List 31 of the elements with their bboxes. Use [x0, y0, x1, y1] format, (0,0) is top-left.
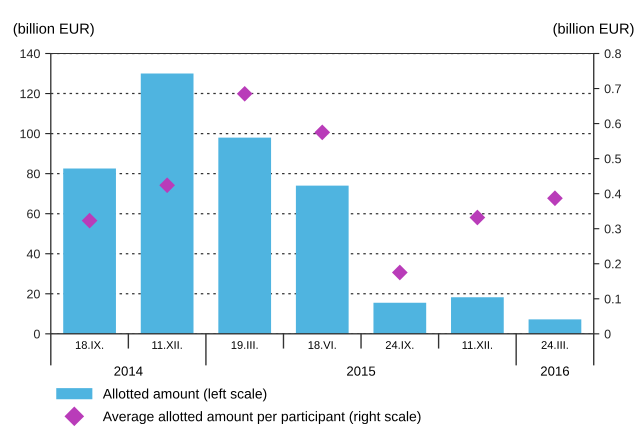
y-tick-label: 20: [27, 290, 40, 298]
y2-tick-label: 0.8: [604, 49, 621, 58]
x-tick-label: 11.XII.: [462, 341, 492, 349]
y2-tick-label: 0.1: [604, 294, 621, 304]
y-axis-title: (billion EUR): [14, 23, 94, 37]
text: 2014: [114, 366, 143, 376]
y2-tick-label: 0: [604, 330, 611, 338]
y-tick-label: 40: [26, 250, 40, 258]
text: 2015: [347, 366, 376, 376]
y2-tick-label: 0.2: [604, 260, 621, 268]
legend-label: Average allotted amount per participant (right scale): [102, 411, 421, 424]
y2-axis-title: (billion EUR): [554, 23, 634, 37]
y-tick-label: 120: [20, 89, 40, 98]
x-tick-label: 18.IX.: [76, 341, 104, 349]
y2-tick-label: 0.5: [604, 154, 621, 164]
y-tick-label: 60: [27, 209, 40, 218]
y2-tick-label: 0.4: [604, 189, 622, 198]
y-tick-label: 100: [20, 129, 40, 138]
y2-tick-label: 0.3: [604, 224, 621, 234]
y2-tick-label: 0.7: [604, 84, 621, 94]
x-tick-label: 24.IX.: [386, 341, 414, 349]
y-tick-label: 80: [27, 169, 40, 178]
text: 2016: [540, 366, 570, 376]
y-tick-label: 140: [20, 49, 40, 58]
x-tick-label: 24.III.: [542, 341, 568, 349]
x-tick-label: 19.III.: [232, 341, 258, 349]
y2-tick-label: 0.6: [604, 119, 621, 128]
y-tick-label: 0: [34, 330, 40, 338]
legend-label: Allotted amount (left scale): [102, 388, 266, 402]
x-tick-label: 18.VI.: [308, 341, 336, 349]
x-tick-label: 11.XII.: [152, 341, 182, 349]
